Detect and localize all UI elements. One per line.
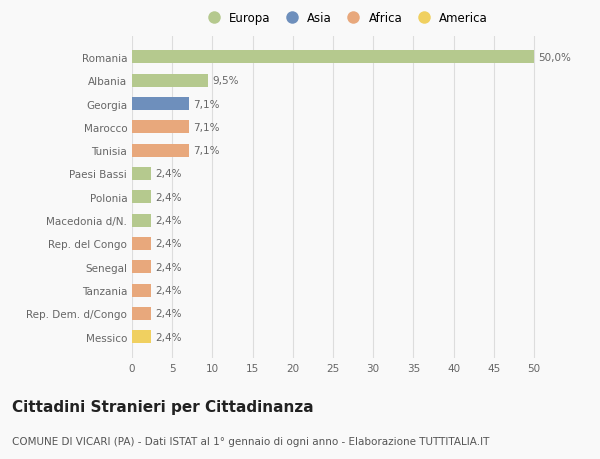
Text: 2,4%: 2,4% [155,169,182,179]
Bar [132,191,151,204]
Bar [132,214,151,227]
Bar [132,121,189,134]
Text: 50,0%: 50,0% [538,53,571,63]
Text: 9,5%: 9,5% [212,76,239,86]
Text: 2,4%: 2,4% [155,216,182,226]
Text: Cittadini Stranieri per Cittadinanza: Cittadini Stranieri per Cittadinanza [12,399,314,414]
Text: 2,4%: 2,4% [155,309,182,319]
Bar [132,168,151,180]
Bar [132,98,189,111]
Bar [132,145,189,157]
Legend: Europa, Asia, Africa, America: Europa, Asia, Africa, America [200,10,490,28]
Bar [132,75,208,87]
Text: 7,1%: 7,1% [193,146,220,156]
Text: 2,4%: 2,4% [155,239,182,249]
Text: 2,4%: 2,4% [155,262,182,272]
Bar [132,308,151,320]
Bar [132,261,151,274]
Bar [132,284,151,297]
Text: 2,4%: 2,4% [155,285,182,296]
Bar [132,51,534,64]
Bar [132,330,151,343]
Text: COMUNE DI VICARI (PA) - Dati ISTAT al 1° gennaio di ogni anno - Elaborazione TUT: COMUNE DI VICARI (PA) - Dati ISTAT al 1°… [12,436,490,446]
Text: 7,1%: 7,1% [193,123,220,133]
Text: 2,4%: 2,4% [155,192,182,202]
Bar [132,237,151,250]
Text: 2,4%: 2,4% [155,332,182,342]
Text: 7,1%: 7,1% [193,99,220,109]
